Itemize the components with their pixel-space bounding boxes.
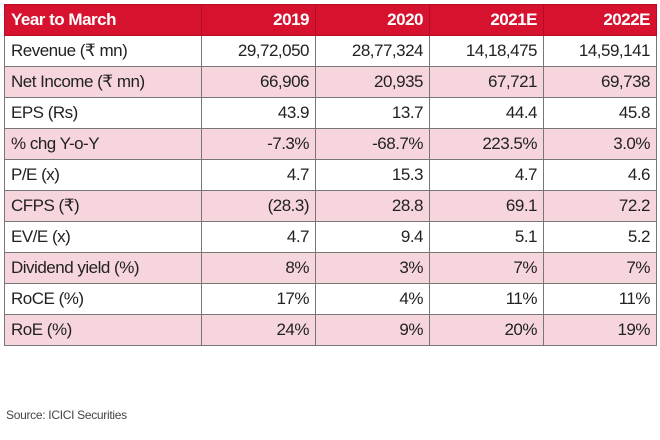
table-row-pe: P/E (x) 4.7 15.3 4.7 4.6 <box>4 159 657 191</box>
table-cell: 44.4 <box>429 97 544 129</box>
table-cell: 67,721 <box>429 66 544 98</box>
table-cell: -7.3% <box>201 128 316 160</box>
table-row-roce: RoCE (%) 17% 4% 11% 11% <box>4 283 657 315</box>
table-cell: 45.8 <box>543 97 657 129</box>
table-cell: 14,59,141 <box>543 35 657 67</box>
table-cell: 11% <box>543 283 657 315</box>
header-2021e: 2021E <box>429 4 544 36</box>
table-cell: 9% <box>315 314 430 346</box>
table-cell: 9.4 <box>315 221 430 253</box>
table-cell: 66,906 <box>201 66 316 98</box>
table-cell: 5.1 <box>429 221 544 253</box>
table-cell: 4.6 <box>543 159 657 191</box>
table-header-row: Year to March 2019 2020 2021E 2022E <box>4 4 657 36</box>
table-cell: 7% <box>543 252 657 284</box>
table-cell: 3.0% <box>543 128 657 160</box>
header-2020: 2020 <box>315 4 430 36</box>
table-row-pct-chg: % chg Y-o-Y -7.3% -68.7% 223.5% 3.0% <box>4 128 657 160</box>
table-cell: 3% <box>315 252 430 284</box>
table-cell: 29,72,050 <box>201 35 316 67</box>
table-cell: 69.1 <box>429 190 544 222</box>
table-cell: 17% <box>201 283 316 315</box>
table-cell: 4% <box>315 283 430 315</box>
table-cell: 11% <box>429 283 544 315</box>
table-row-net-income: Net Income (₹ mn) 66,906 20,935 67,721 6… <box>4 66 657 98</box>
table-cell: 28.8 <box>315 190 430 222</box>
row-label: EV/E (x) <box>4 221 202 253</box>
row-label: Net Income (₹ mn) <box>4 66 202 98</box>
row-label: RoCE (%) <box>4 283 202 315</box>
row-label: % chg Y-o-Y <box>4 128 202 160</box>
financials-table-container: Year to March 2019 2020 2021E 2022E Reve… <box>4 4 657 346</box>
row-label: Revenue (₹ mn) <box>4 35 202 67</box>
table-cell: 20,935 <box>315 66 430 98</box>
table-cell: 20% <box>429 314 544 346</box>
row-label: RoE (%) <box>4 314 202 346</box>
row-label: P/E (x) <box>4 159 202 191</box>
table-cell: 8% <box>201 252 316 284</box>
table-row-ev-e: EV/E (x) 4.7 9.4 5.1 5.2 <box>4 221 657 253</box>
table-cell: 43.9 <box>201 97 316 129</box>
header-year-to-march: Year to March <box>4 4 202 36</box>
table-row-cfps: CFPS (₹) (28.3) 28.8 69.1 72.2 <box>4 190 657 222</box>
table-cell: (28.3) <box>201 190 316 222</box>
table-row-roe: RoE (%) 24% 9% 20% 19% <box>4 314 657 346</box>
table-cell: 72.2 <box>543 190 657 222</box>
row-label: EPS (Rs) <box>4 97 202 129</box>
header-2019: 2019 <box>201 4 316 36</box>
table-row-dividend-yield: Dividend yield (%) 8% 3% 7% 7% <box>4 252 657 284</box>
table-cell: 7% <box>429 252 544 284</box>
header-2022e: 2022E <box>543 4 657 36</box>
row-label: CFPS (₹) <box>4 190 202 222</box>
table-cell: 13.7 <box>315 97 430 129</box>
table-row-revenue: Revenue (₹ mn) 29,72,050 28,77,324 14,18… <box>4 35 657 67</box>
table-cell: 14,18,475 <box>429 35 544 67</box>
row-label: Dividend yield (%) <box>4 252 202 284</box>
table-row-eps: EPS (Rs) 43.9 13.7 44.4 45.8 <box>4 97 657 129</box>
financials-table: Year to March 2019 2020 2021E 2022E Reve… <box>4 4 657 346</box>
table-cell: 28,77,324 <box>315 35 430 67</box>
table-cell: 19% <box>543 314 657 346</box>
table-cell: 223.5% <box>429 128 544 160</box>
table-cell: 69,738 <box>543 66 657 98</box>
table-cell: 15.3 <box>315 159 430 191</box>
table-cell: 24% <box>201 314 316 346</box>
table-cell: 5.2 <box>543 221 657 253</box>
table-cell: 4.7 <box>201 159 316 191</box>
table-cell: 4.7 <box>201 221 316 253</box>
table-cell: 4.7 <box>429 159 544 191</box>
table-cell: -68.7% <box>315 128 430 160</box>
source-note: Source: ICICI Securities <box>6 408 127 422</box>
